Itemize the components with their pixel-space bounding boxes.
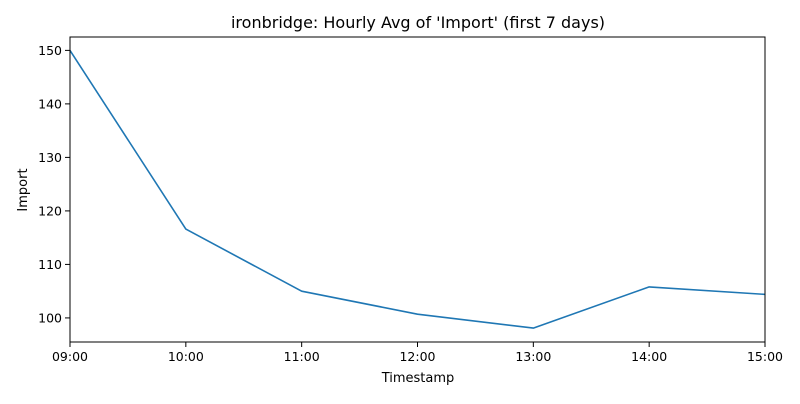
x-tick-label: 14:00 — [631, 349, 667, 364]
y-axis-label: Import — [16, 168, 31, 211]
x-tick-label: 13:00 — [515, 349, 551, 364]
series-line-0 — [69, 49, 766, 329]
y-tick-label: 130 — [38, 150, 62, 165]
chart-title: ironbridge: Hourly Avg of 'Import' (firs… — [231, 13, 605, 32]
y-tick-label: 140 — [38, 96, 62, 111]
y-tick-label: 100 — [38, 310, 62, 325]
x-tick-label: 15:00 — [747, 349, 783, 364]
x-tick-label: 10:00 — [168, 349, 204, 364]
x-tick-label: 11:00 — [284, 349, 320, 364]
y-tick-label: 120 — [38, 203, 62, 218]
x-axis-label: Timestamp — [381, 371, 455, 386]
y-tick-label: 110 — [38, 257, 62, 272]
x-tick-label: 12:00 — [399, 349, 435, 364]
x-tick-label: 09:00 — [52, 349, 88, 364]
plot-area — [70, 37, 765, 342]
plot-frame — [69, 36, 766, 343]
y-tick-label: 150 — [38, 43, 62, 58]
